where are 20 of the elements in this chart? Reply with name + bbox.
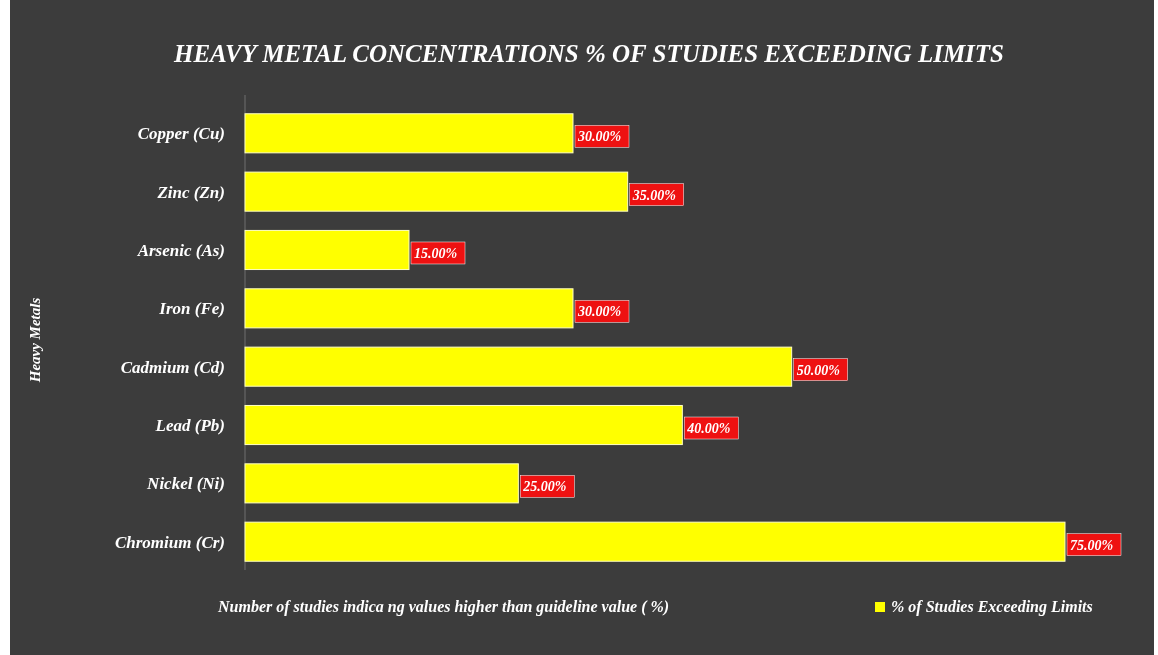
y-tick-label: Zinc (Zn) [156,182,225,202]
y-tick-label: Cadmium (Cd) [120,357,225,377]
data-label: 30.00% [577,129,622,145]
data-label: 50.00% [796,362,840,378]
y-tick-label: Iron (Fe) [158,299,225,319]
data-label: 75.00% [1070,537,1114,553]
data-label: 25.00% [522,479,567,495]
y-tick-label: Chromium (Cr) [114,532,225,552]
legend-label: % of Studies Exceeding Limits [891,598,1093,616]
data-label: 30.00% [577,304,622,320]
y-tick-label: Lead (Pb) [154,416,225,436]
y-tick-label: Nickel (Ni) [146,474,225,494]
data-label: 15.00% [414,245,458,261]
data-label: 40.00% [686,421,731,437]
data-label: 35.00% [631,187,676,203]
chart-title: HEAVY METAL CONCENTRATIONS % OF STUDIES EXCEEDING LIMITS [172,40,1005,67]
y-tick-label: Copper (Cu) [137,124,225,144]
x-axis-title: Number of studies indica ng values higher than guideline value ( %) [217,598,670,616]
y-tick-label: Arsenic (As) [136,240,225,260]
y-axis-title: Heavy Metals [27,297,43,384]
